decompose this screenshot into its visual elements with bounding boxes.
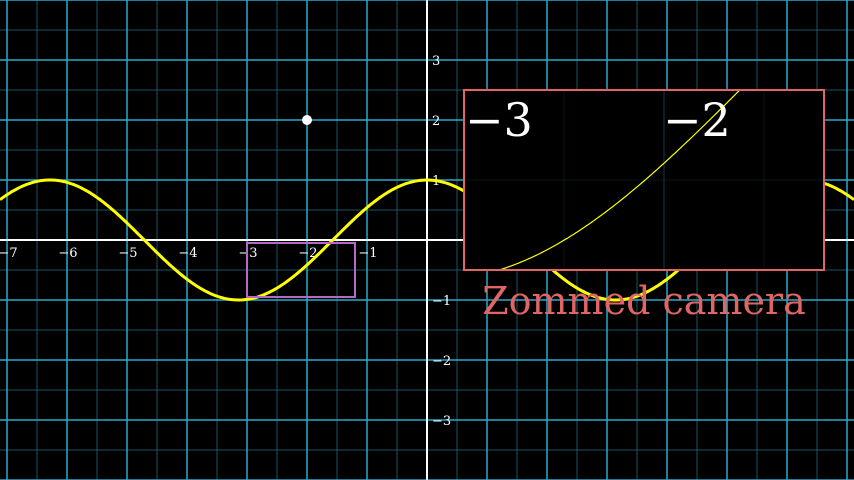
y-tick-labels: 321−1−2−3 [432, 54, 451, 429]
zoomed-tick-label: −3 [465, 93, 533, 147]
zoomed-camera-caption: Zommed camera [482, 279, 806, 323]
y-tick-label: 2 [432, 114, 440, 129]
x-tick-label: −1 [358, 246, 377, 261]
x-tick-label: −4 [178, 246, 197, 261]
zoomed-display-border [463, 89, 825, 271]
x-tick-label: −7 [0, 246, 18, 261]
zoom-frame [246, 242, 356, 298]
zoomed-display-background [464, 90, 824, 270]
y-tick-label: −2 [432, 354, 451, 369]
zoomed-cosine-curve [497, 90, 741, 270]
x-tick-label: −2 [298, 246, 317, 261]
zoomed-display: −3 −2 [463, 89, 825, 271]
x-tick-labels: −7 −6 −5 −4 −3 −2 −1 [0, 246, 378, 261]
point-dot [302, 115, 312, 125]
y-tick-label: −1 [432, 294, 451, 309]
zoomed-tick-label: −2 [663, 93, 731, 147]
y-tick-label: −3 [432, 414, 451, 429]
x-tick-label: −6 [58, 246, 77, 261]
y-tick-label: 3 [432, 54, 440, 69]
x-tick-label: −5 [118, 246, 137, 261]
